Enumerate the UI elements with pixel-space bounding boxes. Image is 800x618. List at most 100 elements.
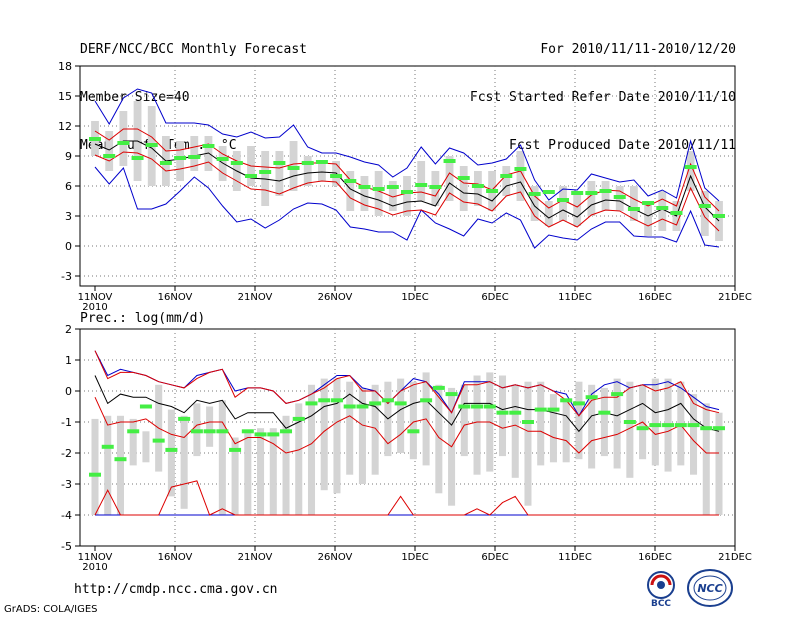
temp-ensemble-box — [601, 181, 610, 211]
prec-ensemble-box — [460, 384, 468, 457]
temp-observed-mark — [174, 156, 187, 160]
temp-observed-mark — [571, 191, 584, 195]
temp-ytick-label: 6 — [65, 180, 72, 193]
temp-observed-mark — [401, 190, 413, 194]
temp-observed-mark — [315, 160, 328, 164]
temp-observed-mark — [613, 195, 626, 199]
prec-observed-mark — [267, 432, 280, 437]
prec-observed-mark — [700, 426, 713, 431]
prec-ensemble-box — [206, 406, 214, 447]
prec-panel: -5 -4 -3 -2 -1 0 1 2 11NOV 16NOV 21NOV 26NOV 1DEC 6DE… — [61, 323, 752, 573]
temp-xtick-label: 6DEC — [481, 292, 508, 303]
footer-url[interactable]: http://cmdp.ncc.cma.gov.cn — [74, 582, 278, 597]
temp-observed-mark — [386, 185, 399, 189]
temp-xtick-label: 21DEC — [718, 292, 752, 303]
temp-ensemble-box — [417, 161, 426, 201]
temp-xtick-label: 1DEC — [401, 292, 428, 303]
ncc-logo: NCC — [687, 569, 733, 607]
prec-observed-mark — [305, 401, 318, 406]
prec-ensemble-box — [231, 437, 239, 515]
temp-xtick-label: 26NOV — [318, 292, 353, 303]
temp-xtick-label: 16DEC — [638, 292, 672, 303]
prec-xtick-label: 16NOV — [158, 552, 193, 563]
prec-xtick-label: 11DEC — [558, 552, 592, 563]
temp-observed-mark — [713, 214, 725, 218]
temp-observed-mark — [89, 137, 101, 141]
temp-ensemble-box — [346, 171, 355, 211]
temp-ensemble-box — [530, 186, 539, 221]
temp-ytick-label: 3 — [65, 210, 72, 223]
prec-ensemble-box — [320, 378, 328, 491]
prec-ensemble-mean-line — [94, 375, 720, 433]
prec-observed-mark — [445, 392, 458, 397]
temp-ensemble-box — [105, 131, 114, 171]
temp-observed-mark — [670, 211, 683, 215]
temp-observed-mark — [698, 204, 711, 208]
temp-xtick-label: 21NOV — [238, 292, 273, 303]
temp-observed-mark — [372, 187, 385, 191]
prec-observed-mark — [471, 404, 484, 409]
prec-observed-mark — [356, 404, 369, 409]
temp-ensemble-box — [374, 171, 383, 216]
prec-ensemble-box — [218, 400, 226, 515]
temp-ytick-label: 12 — [58, 120, 72, 133]
temp-ytick-label: 18 — [58, 60, 72, 73]
prec-observed-mark — [432, 385, 445, 390]
prec-observed-mark — [254, 432, 267, 437]
prec-observed-mark — [89, 472, 101, 477]
prec-observed-mark — [547, 407, 560, 412]
prec-max-line — [94, 350, 720, 417]
prec-frame — [79, 328, 736, 547]
prec-xtick-label: 21NOV — [238, 552, 273, 563]
prec-ytick-label: -4 — [61, 509, 72, 522]
prec-observed-mark — [114, 457, 127, 462]
temp-year-label: 2010 — [82, 302, 107, 313]
temp-observed-mark — [642, 201, 655, 205]
prec-ensemble-box — [588, 384, 596, 469]
header-right: For 2010/11/11-2010/12/20 Fcst Started R… — [470, 10, 736, 170]
temp-observed-mark — [429, 185, 442, 189]
ncc-logo-label: NCC — [697, 582, 722, 595]
temp-ytick-label: 15 — [58, 90, 72, 103]
prec-ensemble-box — [613, 378, 621, 469]
temp-ensemble-box — [403, 176, 411, 216]
temp-observed-mark — [457, 176, 470, 180]
prec-xtick-label: 16DEC — [638, 552, 672, 563]
prec-xtick-label: 11NOV — [78, 552, 113, 563]
temp-ensemble-box — [658, 191, 667, 231]
prec-year-label: 2010 — [82, 562, 107, 573]
prec-observed-mark — [330, 398, 343, 403]
temp-observed-mark — [230, 161, 243, 165]
temp-observed-mark — [557, 198, 569, 202]
prec-observed-mark — [369, 401, 382, 406]
prec-ensemble-box — [473, 375, 481, 475]
prec-observed-mark — [623, 420, 636, 424]
prec-ensemble-box — [702, 403, 710, 515]
temp-ytick-label: 9 — [65, 150, 72, 163]
prec-ensemble-box — [690, 394, 698, 475]
temp-observed-mark — [301, 161, 314, 165]
prec-observed-mark — [662, 423, 675, 428]
temp-ensemble-box — [176, 141, 185, 181]
temp-frame — [79, 65, 736, 287]
temp-lower-spread-line — [94, 151, 720, 232]
temp-observed-mark — [528, 192, 541, 196]
prec-ensemble-box — [180, 415, 188, 509]
temp-observed-mark — [259, 170, 272, 174]
temp-observed-mark — [542, 190, 555, 194]
prec-ensemble-box — [307, 384, 316, 515]
prec-upper-spread-line — [94, 350, 720, 417]
temp-ensemble-box — [275, 151, 284, 196]
temp-ensemble-box — [445, 156, 454, 201]
prec-panel-title: Prec.: log(mm/d) — [80, 311, 205, 326]
prec-ytick-label: -2 — [61, 447, 72, 460]
prec-observed-mark — [241, 429, 254, 434]
temp-observed-mark — [287, 166, 300, 170]
temp-ensemble-box — [629, 186, 638, 221]
temp-ensemble-box — [459, 166, 468, 211]
temp-ytick-label: -3 — [61, 270, 72, 283]
prec-observed-mark — [203, 429, 216, 434]
temp-observed-mark — [273, 161, 286, 165]
temp-observed-mark — [117, 141, 130, 145]
